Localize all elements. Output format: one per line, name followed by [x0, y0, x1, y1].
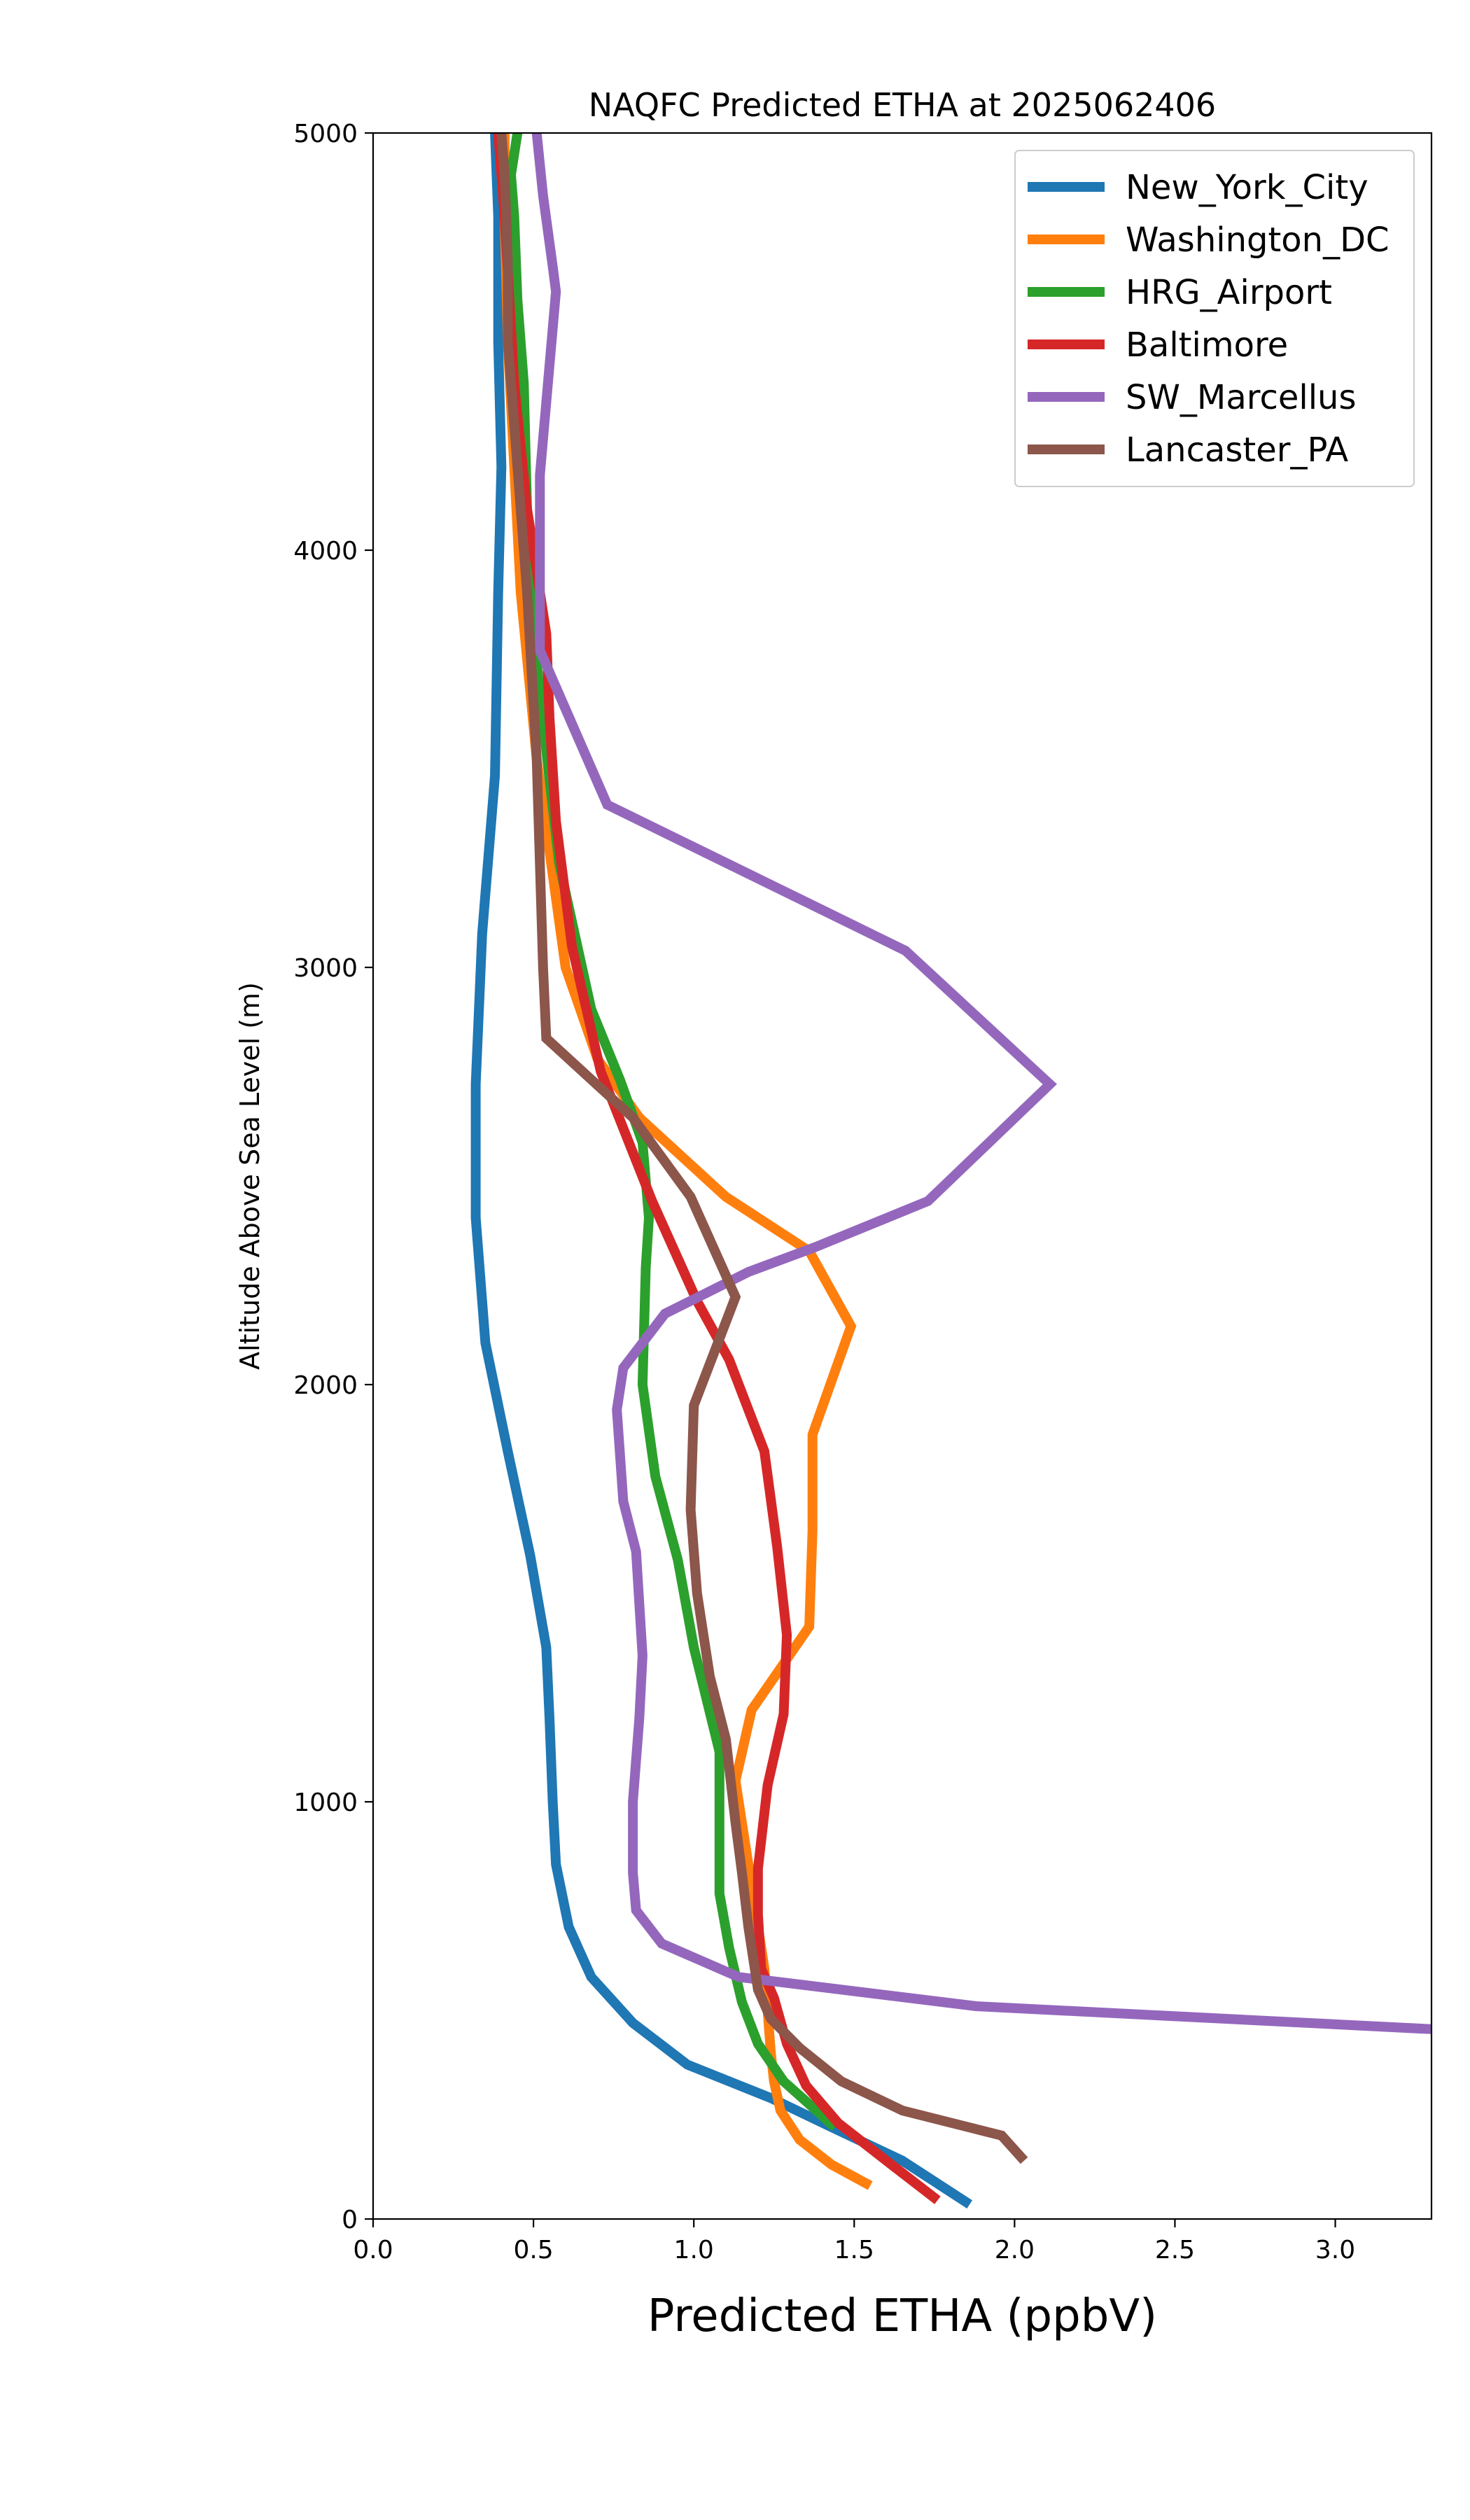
series-line-new-york-city: [470, 133, 973, 2208]
legend-label: HRG_Airport: [1126, 273, 1332, 312]
legend-box: [1014, 150, 1415, 487]
x-tick-label: 1.0: [674, 2236, 714, 2264]
y-tick-label: 1000: [293, 1788, 358, 1817]
x-axis-label: Predicted ETHA (ppbV): [648, 2290, 1157, 2342]
x-tick-label: 0.5: [513, 2236, 553, 2264]
plot-frame: [372, 132, 1433, 2220]
chart-title: NAQFC Predicted ETHA at 2025062406: [589, 86, 1216, 124]
series-line-sw-marcellus: [531, 133, 1432, 2034]
legend-label: Lancaster_PA: [1126, 430, 1348, 470]
legend-label: SW_Marcellus: [1126, 378, 1356, 417]
x-tick-label: 0.0: [353, 2236, 393, 2264]
legend-label: New_York_City: [1126, 168, 1368, 207]
y-tick-label: 2000: [293, 1371, 358, 1400]
y-tick-label: 0: [342, 2206, 358, 2234]
series-line-lancaster-pa: [496, 133, 1028, 2164]
x-axis-ticks: 0.0 0.5 1.0 1.5 2.0 2.5 3.0: [353, 2219, 1355, 2264]
y-tick-label: 3000: [293, 954, 358, 983]
x-tick-label: 3.0: [1315, 2236, 1355, 2264]
y-tick-label: 5000: [293, 120, 358, 148]
legend: New_York_City Washington_DC HRG_Airport Bal…: [1014, 150, 1415, 487]
x-tick-label: 2.5: [1155, 2236, 1195, 2264]
y-axis-label: Altitude Above Sea Level (m): [234, 982, 265, 1370]
y-axis-ticks: 0 1000 2000 3000 4000 5000: [293, 120, 373, 2234]
legend-label: Washington_DC: [1126, 220, 1390, 260]
x-tick-label: 1.5: [834, 2236, 874, 2264]
series-line-hrg-airport: [505, 133, 839, 2132]
y-tick-label: 4000: [293, 537, 358, 566]
series-lines: [470, 133, 1432, 2208]
x-tick-label: 2.0: [995, 2236, 1035, 2264]
legend-label: Baltimore: [1126, 326, 1288, 365]
series-line-washington-dc: [499, 133, 873, 2190]
